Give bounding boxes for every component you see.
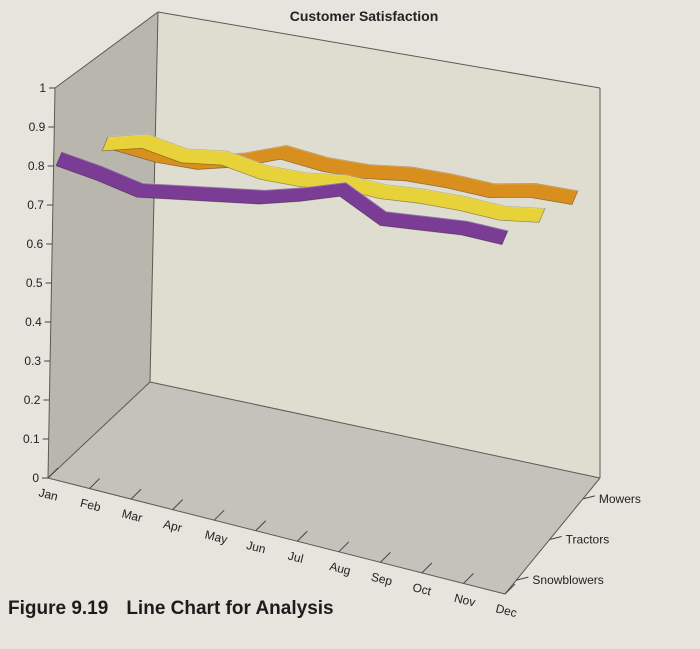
y-tick-label: 1 — [39, 81, 46, 95]
x-tick-label: Jun — [245, 538, 267, 556]
chart-title: Customer Satisfaction — [290, 8, 439, 24]
x-tick-mark — [463, 573, 474, 584]
figure-caption: Figure 9.19 Line Chart for Analysis — [8, 598, 334, 620]
y-tick-label: 0.8 — [28, 159, 45, 173]
series-line-snowblowers — [61, 151, 509, 232]
chart-floor — [48, 382, 600, 594]
y-tick-label: 0.4 — [25, 315, 42, 329]
series-line-tractors — [107, 133, 546, 210]
x-tick-label: Aug — [328, 559, 352, 578]
series-ribbon-snowblowers — [55, 151, 509, 246]
x-tick-mark — [380, 552, 391, 563]
x-axis: Jan Feb Mar Apr May Jun Jul Aug Sep Oct Nov Dec — [37, 467, 518, 620]
figure-number: Figure 9.19 — [8, 598, 109, 619]
chart-left-wall — [48, 12, 158, 478]
depth-tick-mark — [549, 535, 562, 540]
series-label: Mowers — [599, 492, 641, 506]
y-tick-label: 0.2 — [24, 393, 41, 407]
x-tick-mark — [421, 562, 433, 574]
series-ribbon-tractors — [101, 133, 546, 223]
x-tick-label: Feb — [79, 496, 103, 515]
depth-tick-mark — [582, 495, 596, 500]
chart-back-wall — [150, 12, 600, 478]
x-tick-label: Apr — [162, 517, 184, 535]
x-tick-mark — [172, 499, 183, 510]
y-tick-label: 0.7 — [27, 198, 44, 212]
x-tick-label: May — [203, 528, 228, 547]
x-tick-label: Dec — [494, 601, 518, 620]
y-tick-label: 0.6 — [27, 237, 44, 251]
series-ribbons — [55, 133, 579, 246]
y-tick-label: 0.9 — [29, 120, 46, 134]
x-tick-label: Sep — [370, 570, 394, 589]
x-tick-mark — [338, 541, 350, 553]
x-tick-mark — [130, 488, 142, 500]
x-tick-mark — [504, 583, 516, 595]
series-label: Tractors — [566, 532, 610, 546]
y-tick-label: 0 — [32, 471, 39, 485]
x-tick-label: Nov — [453, 591, 477, 610]
series-label: Snowblowers — [532, 573, 603, 587]
x-tick-mark — [47, 467, 59, 479]
x-tick-mark — [255, 520, 267, 532]
x-tick-mark — [296, 530, 308, 542]
x-tick-mark — [89, 478, 100, 489]
x-tick-label: Jul — [287, 549, 305, 566]
x-tick-mark — [213, 509, 225, 521]
series-depth-axis: Snowblowers Tractors Mowers — [516, 492, 641, 587]
depth-tick-mark — [516, 576, 529, 581]
figure-caption-text: Line Chart for Analysis — [126, 598, 334, 619]
x-tick-label: Oct — [411, 580, 433, 598]
x-tick-label: Jan — [37, 485, 59, 503]
x-tick-label: Mar — [120, 506, 143, 525]
y-tick-label: 0.3 — [24, 354, 41, 368]
y-axis: 0 0.1 0.2 0.3 0.4 0.5 0.6 0.7 0.8 0.9 1 — [23, 81, 55, 485]
y-tick-label: 0.5 — [26, 276, 43, 290]
y-tick-label: 0.1 — [23, 432, 40, 446]
